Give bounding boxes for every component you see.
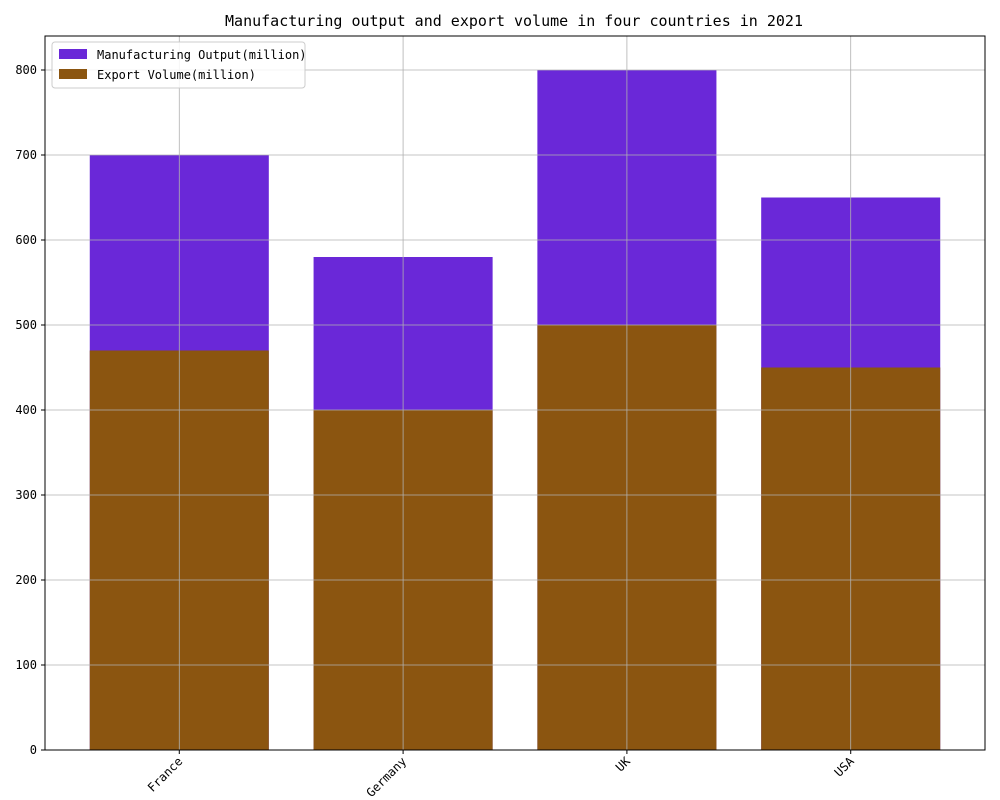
legend-box: [51, 41, 306, 89]
legend-label: Manufacturing Output(million): [97, 48, 307, 62]
y-tick-label: 500: [15, 318, 37, 332]
legend-swatch: [59, 69, 87, 79]
plot-area: 0 100 200 300 400 500 600 700 800 France Germany UK…: [15, 35, 986, 800]
y-tick-label: 200: [15, 573, 37, 587]
legend-label: Export Volume(million): [97, 68, 256, 82]
axes-frame: [44, 35, 986, 751]
y-tick-label: 600: [15, 233, 37, 247]
chart-title: Manufacturing output and export volume i…: [225, 12, 803, 30]
x-tick-label-usa: USA: [832, 754, 858, 780]
legend-swatch: [59, 49, 87, 59]
y-tick-label: 700: [15, 148, 37, 162]
y-tick-label: 100: [15, 658, 37, 672]
y-tick-label: 400: [15, 403, 37, 417]
x-tick-label-france: France: [145, 754, 186, 795]
y-tick-label: 300: [15, 488, 37, 502]
x-tick-label-uk: UK: [613, 754, 634, 775]
x-tick-label-germany: Germany: [364, 754, 410, 800]
y-tick-label: 0: [30, 743, 37, 757]
legend: Manufacturing Output(million) Export Volu…: [51, 41, 307, 89]
y-tick-label: 800: [15, 63, 37, 77]
